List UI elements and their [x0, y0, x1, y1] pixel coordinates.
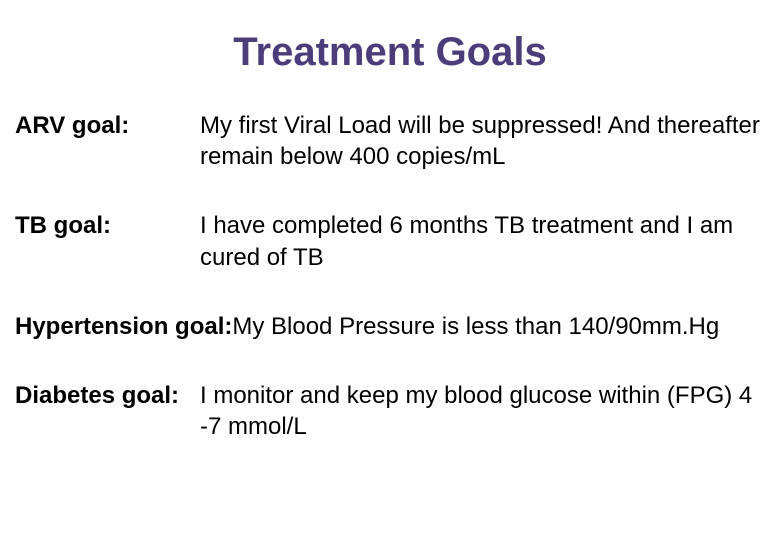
- goal-label-arv: ARV goal:: [15, 110, 200, 141]
- goal-row: TB goal: I have completed 6 months TB tr…: [15, 210, 765, 272]
- goal-row: ARV goal: My first Viral Load will be su…: [15, 110, 765, 172]
- goal-label-diabetes: Diabetes goal:: [15, 380, 200, 411]
- goal-text-hypertension: My Blood Pressure is less than 140/90mm.…: [232, 311, 765, 342]
- goal-label-tb: TB goal:: [15, 210, 200, 241]
- goals-list: ARV goal: My first Viral Load will be su…: [15, 110, 765, 442]
- goal-row: Diabetes goal: I monitor and keep my blo…: [15, 380, 765, 442]
- page-title: Treatment Goals: [15, 30, 765, 75]
- goal-row: Hypertension goal: My Blood Pressure is …: [15, 311, 765, 342]
- goal-text-diabetes: I monitor and keep my blood glucose with…: [200, 380, 765, 442]
- goal-text-arv: My first Viral Load will be suppressed! …: [200, 110, 765, 172]
- goal-text-tb: I have completed 6 months TB treatment a…: [200, 210, 765, 272]
- goal-label-hypertension: Hypertension goal:: [15, 311, 232, 342]
